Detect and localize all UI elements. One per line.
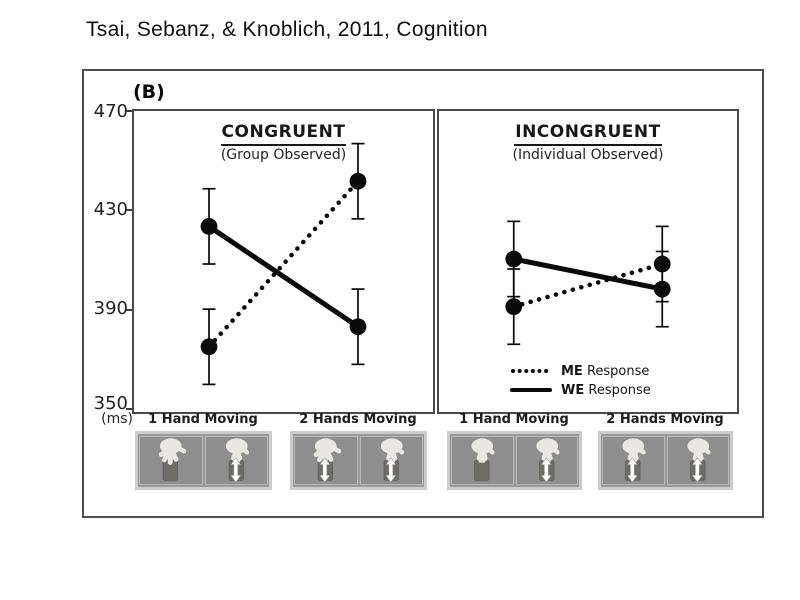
congruent-title: CONGRUENT (220, 122, 347, 147)
incongruent-subtitle: (Individual Observed) (512, 147, 664, 164)
open-hand-icon (158, 438, 187, 481)
xlabel-congruent-1hand: 1 Hand Moving (148, 412, 258, 427)
congruent-subtitle: (Group Observed) (220, 147, 347, 164)
incongruent-heading: INCONGRUENT (Individual Observed) (439, 122, 737, 165)
legend: ME Response WE Response (509, 363, 651, 398)
moving-hand-photo (359, 436, 423, 485)
grasp-hand-icon (380, 438, 404, 483)
y-tick-350: 350 (93, 393, 128, 414)
figure-panel-label: (B) (133, 81, 165, 103)
xlabel-incongruent-1hand: 1 Hand Moving (459, 412, 569, 427)
y-tickmark (126, 309, 133, 311)
incongruent-title: INCONGRUENT (514, 122, 662, 147)
y-tickmark (126, 209, 133, 211)
y-tickmark (126, 110, 133, 112)
legend-item-we: WE Response (509, 382, 651, 398)
congruent-chart (200, 142, 367, 386)
stimulus-congruent-2hands (290, 431, 427, 490)
incongruent-chart (505, 220, 671, 346)
static-hand-photo (139, 436, 203, 485)
grasp-hand-icon (622, 438, 646, 483)
grasp-hand-icon (535, 438, 560, 483)
xlabel-congruent-2hands: 2 Hands Moving (299, 412, 417, 427)
grasp-hand-icon (471, 438, 495, 481)
moving-hand-photo (666, 436, 729, 485)
legend-item-me: ME Response (509, 363, 651, 379)
moving-hand-photo (515, 436, 578, 485)
y-axis-unit: (ms) (101, 411, 133, 427)
stimulus-congruent-1hand (135, 431, 272, 490)
y-tickmark (126, 408, 133, 410)
open-hand-icon (313, 438, 342, 483)
stimulus-incongruent-2hands (598, 431, 733, 490)
xlabel-incongruent-2hands: 2 Hands Moving (606, 412, 724, 427)
congruent-heading: CONGRUENT (Group Observed) (134, 122, 433, 165)
moving-hand-photo (602, 436, 665, 485)
moving-hand-photo (204, 436, 268, 485)
legend-we-label: WE Response (561, 382, 651, 398)
me-dotted-line-sample (511, 369, 551, 373)
grasp-hand-icon (686, 438, 711, 483)
static-hand-photo (451, 436, 514, 485)
grasp-hand-icon (225, 438, 249, 483)
moving-hand-photo (294, 436, 358, 485)
y-tick-470: 470 (93, 101, 128, 122)
y-tick-390: 390 (93, 298, 128, 319)
incongruent-panel: INCONGRUENT (Individual Observed) ME Res… (437, 109, 739, 414)
stimulus-incongruent-1hand (447, 431, 582, 490)
y-tick-430: 430 (93, 199, 128, 220)
slide-title: Tsai, Sebanz, & Knoblich, 2011, Cognitio… (86, 18, 488, 41)
we-solid-line-sample (510, 388, 552, 392)
legend-me-label: ME Response (561, 363, 650, 379)
congruent-panel: CONGRUENT (Group Observed) (132, 109, 435, 414)
